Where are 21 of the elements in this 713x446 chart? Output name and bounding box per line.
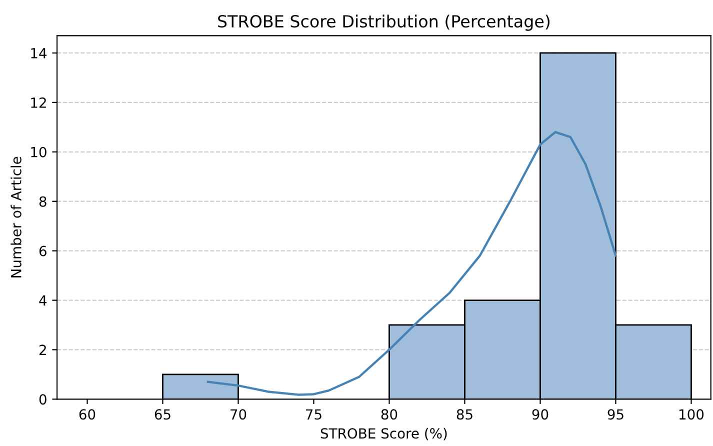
y-tick-label: 4: [39, 295, 47, 306]
y-tick-label: 0: [39, 394, 46, 405]
x-tick-label: 60: [79, 409, 96, 420]
x-axis-title: STROBE Score (%): [320, 428, 447, 440]
y-tick-label: 12: [31, 97, 46, 108]
y-tick-label: 8: [39, 196, 46, 207]
x-tick-label: 95: [608, 409, 624, 420]
y-tick-label: 6: [39, 246, 46, 256]
line-series: [206, 131, 617, 396]
y-tick-label: 10: [31, 146, 46, 158]
y-tick-label: 14: [31, 48, 47, 58]
x-tick-label: 70: [230, 409, 246, 420]
x-tick-label: 80: [381, 409, 398, 420]
x-tick-label: 65: [154, 409, 170, 420]
y-axis-title: Number of Article: [10, 156, 22, 278]
chart-title: STROBE Score Distribution (Percentage): [218, 14, 550, 31]
x-tick-label: 75: [306, 409, 322, 420]
x-tick-label: 85: [456, 409, 472, 420]
x-tick-label: 90: [532, 409, 548, 420]
x-tick-label: 100: [680, 409, 704, 420]
y-tick-label: 2: [40, 344, 46, 355]
